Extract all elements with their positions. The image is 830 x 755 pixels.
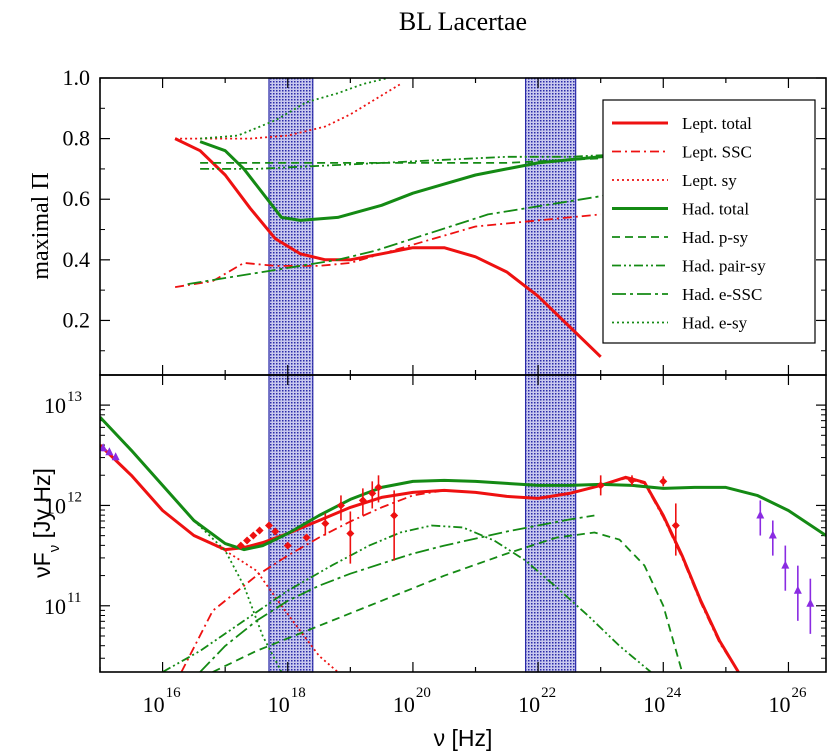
- observation-points: [100, 443, 815, 634]
- bottom-y-axis-label: νFν [Jy Hz]: [29, 468, 63, 578]
- data-point-red: [627, 476, 636, 485]
- x-tick-exponent: 16: [166, 685, 182, 701]
- data-point-purple: [793, 585, 802, 594]
- data-point-red: [302, 533, 311, 542]
- data-point-purple: [781, 560, 790, 569]
- bottom-panel-curves: [100, 416, 826, 672]
- band-1-top: [268, 77, 314, 376]
- data-point-purple: [768, 530, 777, 539]
- data-point-red: [283, 541, 292, 550]
- bottom-y-tick-exponent: 13: [67, 389, 82, 405]
- data-point-red: [236, 541, 245, 550]
- top-y-tick-label: 1.0: [63, 65, 91, 90]
- legend-label: Had. total: [682, 200, 749, 219]
- data-point-red: [243, 536, 252, 545]
- data-point-red: [358, 496, 367, 505]
- legend-label: Had. e-sy: [682, 314, 748, 333]
- x-tick-label: 10: [768, 692, 790, 717]
- curve-had-e-ssc: [199, 514, 595, 672]
- legend-label: Had. p-sy: [682, 228, 749, 247]
- data-point-purple: [100, 443, 108, 452]
- legend-label: Lept. total: [682, 114, 752, 133]
- legend-box: [602, 99, 816, 344]
- data-point-red: [368, 489, 377, 498]
- data-point-purple: [111, 452, 120, 461]
- curve-lept-total: [174, 137, 602, 358]
- curve-had-pair-sy: [162, 524, 652, 672]
- data-point-purple: [806, 598, 815, 607]
- data-point-red: [596, 481, 605, 490]
- data-point-red: [671, 521, 680, 530]
- curve-had-p-sy: [212, 531, 683, 672]
- data-point-red: [346, 529, 355, 538]
- data-point-red: [249, 531, 258, 540]
- top-panel-curves: [174, 78, 664, 358]
- x-tick-label: 10: [143, 692, 165, 717]
- top-y-tick-label: 0.2: [63, 307, 91, 332]
- x-tick-exponent: 20: [416, 685, 431, 701]
- x-axis-label: ν [Hz]: [434, 725, 493, 751]
- bottom-panel-axes: [99, 375, 826, 672]
- top-y-tick-label: 0.8: [63, 126, 91, 151]
- legend-label: Lept. sy: [682, 171, 737, 190]
- legend: Lept. total Lept. SSC Lept. sy Had. total Ha…: [602, 99, 816, 344]
- legend-label: Lept. SSC: [682, 143, 752, 162]
- top-y-tick-labels: 0.2 0.4 0.6 0.8 1.0: [63, 65, 91, 332]
- data-point-red: [264, 521, 273, 530]
- x-tick-exponent: 22: [541, 685, 556, 701]
- data-point-red: [374, 483, 383, 492]
- data-point-red: [271, 527, 280, 536]
- data-point-red: [255, 526, 264, 535]
- data-point-purple: [105, 447, 114, 456]
- curve-had-e-ssc: [187, 186, 664, 285]
- x-tick-label: 10: [393, 692, 415, 717]
- data-point-red: [390, 511, 399, 520]
- chart-title: BL Lacertae: [399, 7, 527, 36]
- x-tick-label: 10: [518, 692, 540, 717]
- curve-lept-ssc: [174, 213, 601, 288]
- curve-had-e-sy: [100, 416, 283, 672]
- x-tick-label: 10: [268, 692, 290, 717]
- x-tick-exponent: 26: [791, 685, 807, 701]
- curve-lept-total: [100, 444, 740, 672]
- x-tick-exponent: 18: [291, 685, 306, 701]
- bottom-y-tick-exponent: 11: [67, 590, 81, 606]
- bottom-y-tick-label: 10: [44, 594, 66, 619]
- curve-lept-ssc: [180, 477, 740, 672]
- top-y-axis-label: maximal Π: [28, 172, 54, 279]
- x-tick-label: 10: [643, 692, 665, 717]
- curve-lept-sy: [100, 444, 339, 672]
- legend-label: Had. pair-sy: [682, 257, 766, 276]
- data-point-red: [336, 501, 345, 510]
- x-tick-exponent: 24: [666, 685, 682, 701]
- curve-had-pair-sy: [200, 149, 664, 170]
- data-point-red: [659, 477, 668, 486]
- band-2-top: [524, 77, 577, 376]
- top-y-tick-label: 0.6: [63, 186, 91, 211]
- bottom-panel-frame: [99, 374, 827, 673]
- x-tick-labels: 10 16 10 18 10 20 10 22 10 24 10 26: [143, 685, 807, 717]
- curve-had-total: [100, 416, 826, 552]
- bottom-y-tick-label: 10: [44, 493, 66, 518]
- top-y-tick-label: 0.4: [63, 247, 91, 272]
- data-point-purple: [756, 510, 765, 519]
- data-point-red: [321, 519, 330, 528]
- bottom-y-tick-exponent: 12: [67, 489, 82, 505]
- legend-label: Had. e-SSC: [682, 285, 762, 304]
- bottom-y-tick-label: 10: [44, 393, 66, 418]
